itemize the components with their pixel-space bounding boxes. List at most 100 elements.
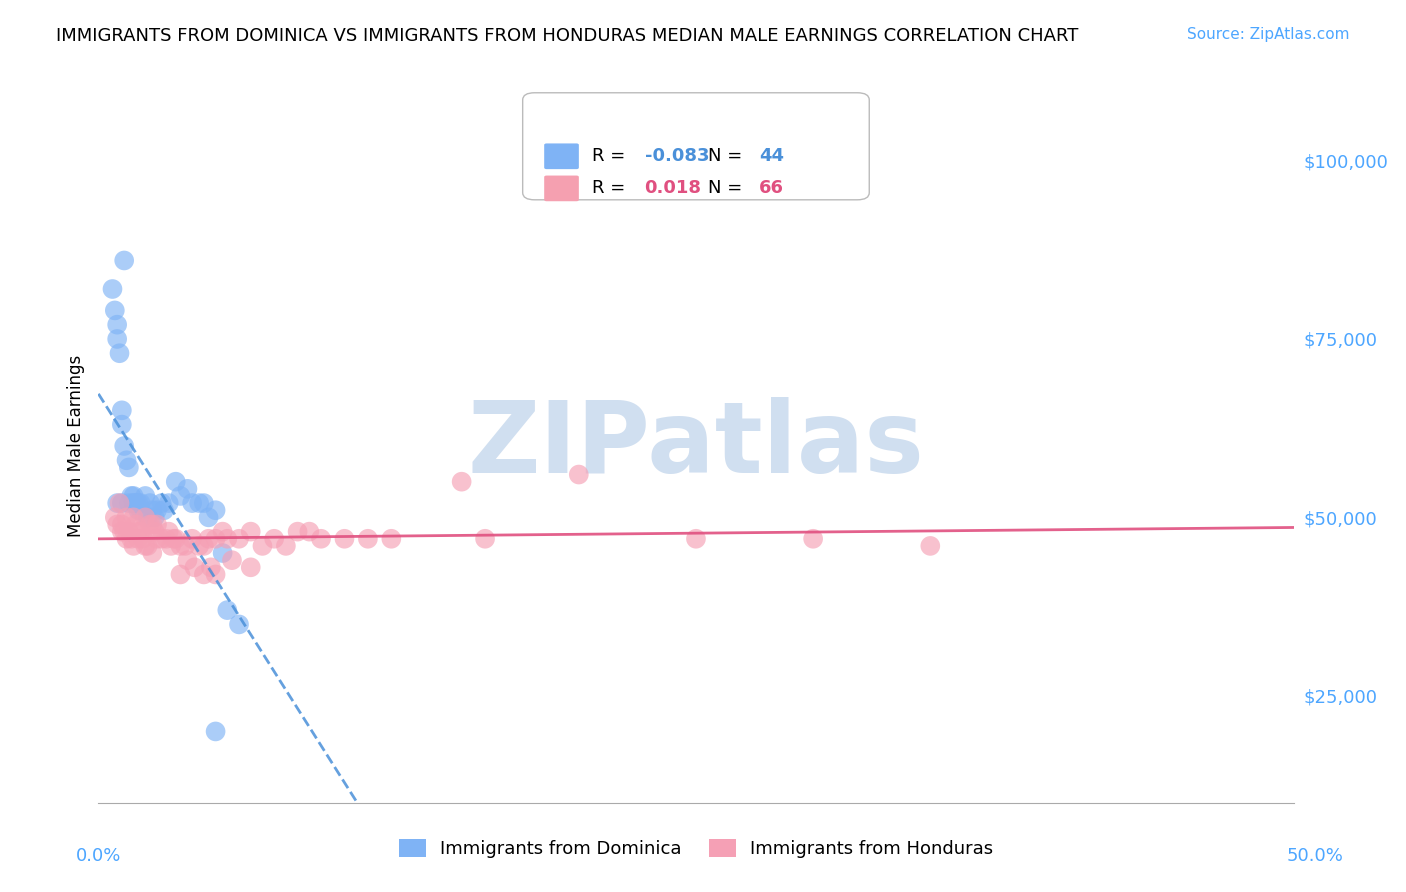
FancyBboxPatch shape [523, 93, 869, 200]
Point [239, 560, 262, 574]
Point [193, 496, 215, 510]
Point [118, 460, 141, 475]
Point [146, 532, 169, 546]
Point [105, 517, 128, 532]
Point [122, 539, 145, 553]
Point [188, 539, 211, 553]
Point [134, 539, 156, 553]
Point [134, 510, 156, 524]
Point [197, 532, 219, 546]
Point [204, 567, 226, 582]
Point [263, 532, 285, 546]
Point [181, 532, 204, 546]
Text: IMMIGRANTS FROM DOMINICA VS IMMIGRANTS FROM HONDURAS MEDIAN MALE EARNINGS CORREL: IMMIGRANTS FROM DOMINICA VS IMMIGRANTS F… [56, 27, 1078, 45]
Point [115, 532, 138, 546]
Point [105, 496, 128, 510]
Point [474, 532, 496, 546]
Point [129, 524, 152, 539]
Point [139, 517, 162, 532]
Point [333, 532, 356, 546]
FancyBboxPatch shape [544, 144, 579, 169]
Point [193, 539, 215, 553]
Point [146, 503, 169, 517]
Point [169, 567, 191, 582]
Point [141, 503, 163, 517]
Point [153, 503, 176, 517]
Point [298, 524, 321, 539]
Text: 66: 66 [759, 179, 785, 197]
Point [134, 489, 156, 503]
Point [160, 539, 183, 553]
Point [252, 539, 274, 553]
Point [143, 524, 166, 539]
Point [165, 532, 187, 546]
Point [150, 496, 173, 510]
Point [136, 510, 159, 524]
Point [104, 510, 127, 524]
Point [105, 318, 128, 332]
Point [174, 539, 197, 553]
Point [125, 517, 148, 532]
Text: R =: R = [592, 147, 631, 165]
Point [122, 489, 145, 503]
Point [197, 510, 219, 524]
Point [568, 467, 591, 482]
Point [204, 724, 226, 739]
Text: 44: 44 [759, 147, 785, 165]
Point [111, 524, 134, 539]
Point [228, 617, 250, 632]
FancyBboxPatch shape [544, 176, 579, 202]
Legend: Immigrants from Dominica, Immigrants from Honduras: Immigrants from Dominica, Immigrants fro… [398, 838, 994, 858]
Point [127, 503, 149, 517]
Point [118, 524, 141, 539]
Point [127, 524, 149, 539]
Point [157, 496, 180, 510]
Point [143, 510, 166, 524]
Point [380, 532, 402, 546]
Text: N =: N = [709, 179, 748, 197]
Point [204, 532, 226, 546]
Point [104, 303, 127, 318]
Point [450, 475, 472, 489]
Point [127, 496, 149, 510]
Point [188, 496, 211, 510]
Point [287, 524, 309, 539]
Point [111, 403, 134, 417]
Point [105, 332, 128, 346]
Point [221, 553, 243, 567]
Point [200, 560, 222, 574]
Text: 0.018: 0.018 [644, 179, 702, 197]
Point [155, 532, 177, 546]
Point [801, 532, 824, 546]
Text: R =: R = [592, 179, 637, 197]
Point [111, 517, 134, 532]
Point [357, 532, 380, 546]
Point [122, 496, 145, 510]
Point [239, 524, 262, 539]
Text: ZIPatlas: ZIPatlas [468, 398, 924, 494]
Point [183, 560, 205, 574]
Point [125, 496, 148, 510]
Text: N =: N = [709, 147, 748, 165]
Point [127, 532, 149, 546]
Point [115, 510, 138, 524]
Text: Source: ZipAtlas.com: Source: ZipAtlas.com [1187, 27, 1350, 42]
Point [115, 453, 138, 467]
Point [139, 496, 162, 510]
Point [162, 532, 184, 546]
Point [141, 517, 163, 532]
Point [176, 482, 198, 496]
Text: 50.0%: 50.0% [1286, 847, 1343, 865]
Point [120, 489, 142, 503]
Point [129, 496, 152, 510]
Point [111, 496, 134, 510]
Point [228, 532, 250, 546]
Point [181, 496, 204, 510]
Point [169, 489, 191, 503]
Point [141, 546, 163, 560]
Point [136, 539, 159, 553]
Point [157, 524, 180, 539]
Point [150, 532, 173, 546]
Point [112, 524, 135, 539]
Point [211, 524, 233, 539]
